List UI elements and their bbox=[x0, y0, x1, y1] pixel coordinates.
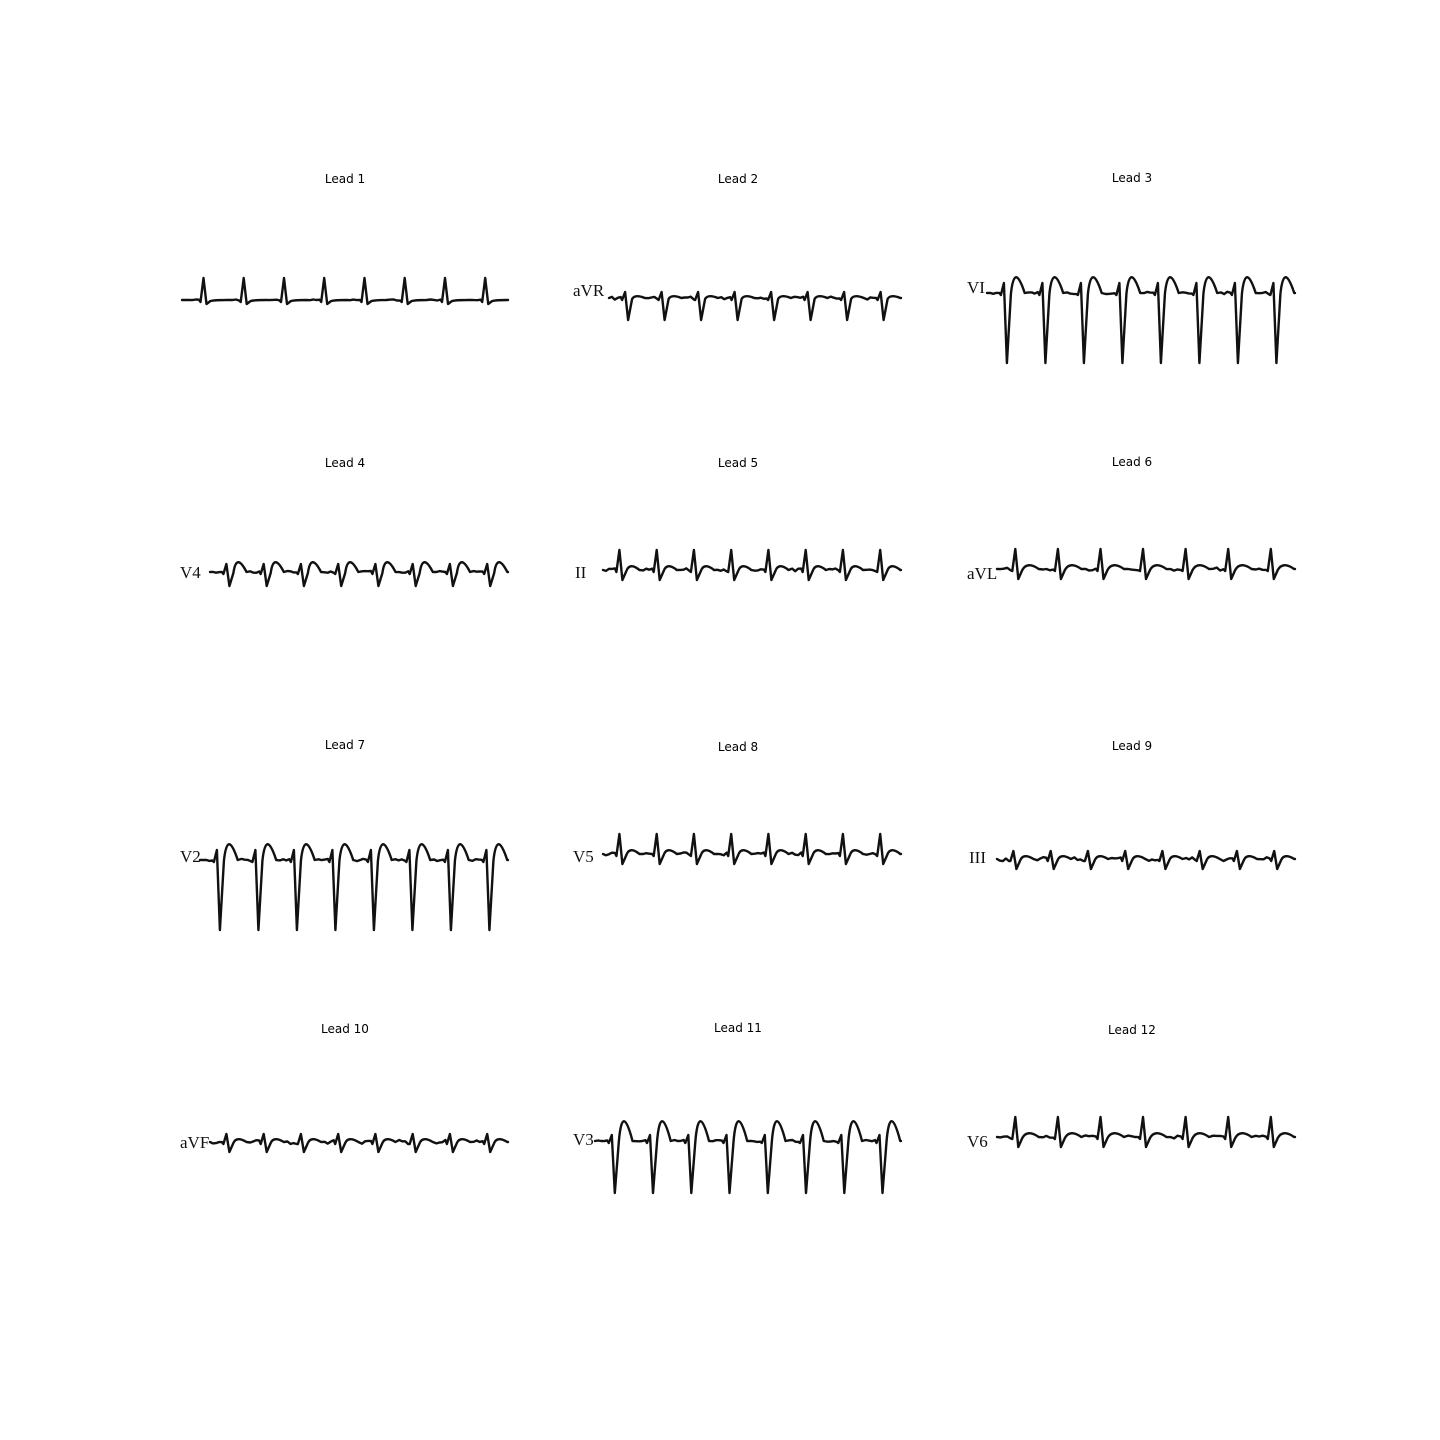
ecg-trace bbox=[198, 843, 510, 932]
ecg-strip: V2 bbox=[180, 788, 510, 938]
lead-label: V2 bbox=[180, 847, 201, 866]
lead-label: VI bbox=[967, 278, 985, 297]
ecg-trace-svg: VI bbox=[967, 276, 1297, 365]
ecg-strip: aVR bbox=[573, 222, 903, 372]
ecg-strip: II bbox=[573, 506, 903, 656]
lead-label: aVF bbox=[180, 1133, 209, 1152]
ecg-trace-svg: V6 bbox=[967, 1115, 1297, 1151]
ecg-strip: aVL bbox=[967, 505, 1297, 655]
ecg-trace-svg: III bbox=[969, 848, 1297, 871]
ecg-trace bbox=[180, 276, 510, 306]
ecg-trace-svg: aVR bbox=[573, 281, 903, 322]
ecg-trace bbox=[995, 1115, 1297, 1149]
ecg-trace-svg: V5 bbox=[573, 832, 903, 866]
ecg-strip: V4 bbox=[180, 506, 510, 656]
ecg-strip: V5 bbox=[573, 790, 903, 940]
ecg-trace-svg: II bbox=[575, 548, 903, 582]
ecg-trace bbox=[593, 1120, 903, 1195]
ecg-strip: V3 bbox=[573, 1071, 903, 1221]
lead-label: aVR bbox=[573, 281, 605, 300]
ecg-strip: aVF bbox=[180, 1072, 510, 1222]
lead-label: III bbox=[969, 848, 986, 867]
ecg-trace bbox=[601, 832, 903, 866]
ecg-strip: III bbox=[967, 789, 1297, 939]
panel-title: Lead 3 bbox=[1111, 171, 1153, 185]
lead-label: V3 bbox=[573, 1130, 594, 1149]
lead-label: II bbox=[575, 563, 587, 582]
panel-title: Lead 6 bbox=[1111, 455, 1153, 469]
ecg-strip bbox=[180, 222, 510, 372]
ecg-trace bbox=[995, 849, 1297, 871]
lead-label: aVL bbox=[967, 564, 997, 583]
ecg-trace-svg: V4 bbox=[180, 561, 510, 588]
ecg-trace bbox=[601, 548, 903, 582]
lead-label: V5 bbox=[573, 847, 594, 866]
panel-title: Lead 12 bbox=[1108, 1023, 1156, 1037]
panel-title: Lead 8 bbox=[717, 740, 759, 754]
ecg-strip: V6 bbox=[967, 1073, 1297, 1223]
ecg-trace-svg: V3 bbox=[573, 1120, 903, 1195]
ecg-trace bbox=[607, 290, 903, 322]
lead-label: V6 bbox=[967, 1132, 988, 1151]
panel-title: Lead 4 bbox=[324, 456, 366, 470]
panel-title: Lead 2 bbox=[717, 172, 759, 186]
ecg-trace-svg: V2 bbox=[180, 843, 510, 932]
panel-title: Lead 5 bbox=[717, 456, 759, 470]
panel-title: Lead 7 bbox=[324, 738, 366, 752]
ecg-trace-svg bbox=[180, 276, 510, 306]
lead-label: V4 bbox=[180, 563, 201, 582]
ecg-trace bbox=[208, 1132, 510, 1154]
ecg-trace bbox=[208, 561, 510, 588]
ecg-trace-svg: aVF bbox=[180, 1132, 510, 1154]
panel-title: Lead 1 bbox=[324, 172, 366, 186]
ecg-trace-svg: aVL bbox=[967, 547, 1297, 583]
ecg-trace bbox=[995, 547, 1297, 581]
panel-title: Lead 9 bbox=[1111, 739, 1153, 753]
ecg-strip: VI bbox=[967, 221, 1297, 371]
panel-title: Lead 10 bbox=[321, 1022, 369, 1036]
panel-title: Lead 11 bbox=[714, 1021, 762, 1035]
ecg-trace bbox=[985, 276, 1297, 365]
